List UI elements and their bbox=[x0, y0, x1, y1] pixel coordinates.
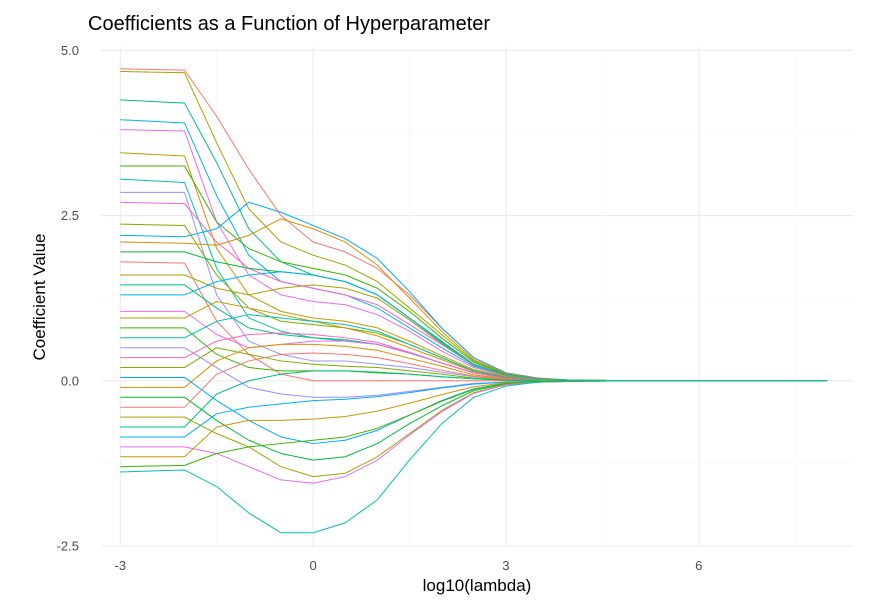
y-tick-label: 5.0 bbox=[61, 43, 79, 58]
x-axis-title: log10(lambda) bbox=[423, 576, 532, 595]
coefficient-path-line bbox=[120, 380, 828, 534]
y-tick-label: -2.5 bbox=[57, 539, 79, 554]
axis-layer: -3 0 3 6 -2.5 0.0 2.5 5.0 bbox=[57, 43, 703, 573]
y-axis-title: Coefficient Value bbox=[30, 234, 49, 361]
y-tick-label: 0.0 bbox=[61, 373, 79, 388]
x-tick-label: 6 bbox=[695, 558, 702, 573]
x-tick-label: -3 bbox=[115, 558, 127, 573]
chart-title: Coefficients as a Function of Hyperparam… bbox=[88, 13, 490, 35]
series-layer bbox=[120, 68, 828, 534]
x-tick-label: 0 bbox=[309, 558, 316, 573]
y-tick-label: 2.5 bbox=[61, 208, 79, 223]
x-tick-label: 3 bbox=[502, 558, 509, 573]
